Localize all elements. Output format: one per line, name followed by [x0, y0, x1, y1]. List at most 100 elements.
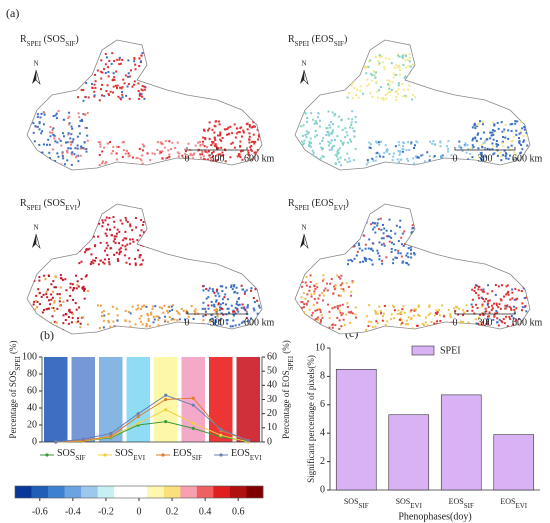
map-pixel	[374, 310, 377, 313]
map-pixel	[459, 324, 462, 327]
map-pixel	[414, 238, 417, 241]
map-pixel	[62, 314, 65, 317]
map-pixel	[521, 309, 524, 312]
map-pixel	[308, 154, 311, 157]
map-pixel	[304, 281, 307, 284]
map-pixel	[108, 261, 111, 264]
map-pixel	[193, 164, 196, 167]
map-pixel	[495, 145, 498, 148]
map-pixel	[367, 325, 370, 328]
map-pixel	[41, 130, 44, 133]
map-pixel	[520, 143, 523, 146]
map-pixel	[343, 324, 346, 327]
map-pixel	[305, 316, 308, 319]
map-pixel	[378, 258, 381, 261]
map-pixel	[52, 280, 55, 283]
map-pixel	[143, 145, 146, 148]
map-pixel	[98, 153, 101, 156]
north-arrow	[35, 69, 41, 86]
map-pixel	[218, 134, 221, 137]
map-pixel	[248, 154, 251, 157]
map-pixel	[511, 288, 514, 291]
map-pixel	[494, 312, 497, 315]
map-pixel	[505, 285, 508, 288]
map-pixel	[243, 290, 246, 293]
map-pixel	[433, 314, 436, 317]
map-pixel	[439, 141, 442, 144]
map-pixel	[92, 235, 95, 238]
scale-bar	[186, 311, 248, 315]
map-pixel	[70, 133, 73, 136]
map-pixel	[126, 243, 129, 246]
map-pixel	[118, 63, 121, 66]
map-pixel	[107, 142, 110, 145]
map-pixel	[252, 296, 255, 299]
map-pixel	[441, 155, 444, 158]
map-pixel	[502, 145, 505, 148]
map-pixel	[193, 327, 196, 330]
map-pixel	[351, 280, 354, 283]
map-pixel	[497, 285, 500, 288]
map-pixel	[242, 307, 245, 310]
map-pixel	[110, 247, 113, 250]
map-pixel	[351, 312, 354, 315]
map-pixel	[394, 256, 397, 259]
map-pixel	[302, 292, 305, 295]
map-pixel	[113, 238, 116, 241]
scale-label: 0	[185, 317, 190, 328]
map-pixel	[329, 142, 332, 145]
map-pixel	[123, 149, 126, 152]
x-tick-label: EOSEVI	[500, 497, 527, 510]
map-pixel	[412, 157, 415, 160]
map-pixel	[348, 321, 351, 324]
map-pixel	[388, 327, 391, 330]
legend-label: SOSSIF	[57, 448, 86, 461]
map-pixel	[65, 141, 68, 144]
map-pixel	[34, 316, 37, 319]
map-pixel	[380, 228, 383, 231]
map-pixel	[55, 275, 58, 278]
map-pixel	[36, 113, 39, 116]
map-pixel	[195, 163, 198, 166]
map-pixel	[480, 296, 483, 299]
map-pixel	[382, 155, 385, 158]
map-pixel	[331, 326, 334, 329]
map-pixel	[413, 146, 416, 149]
map-pixel	[104, 219, 107, 222]
map-pixel	[386, 235, 389, 238]
map-pixel	[382, 97, 385, 100]
map-pixel	[395, 64, 398, 67]
map-pixel	[194, 308, 197, 311]
map-pixel	[40, 112, 43, 115]
map-pixel	[192, 153, 195, 156]
map-pixel	[304, 297, 307, 300]
map-pixel	[184, 150, 187, 153]
map-pixel	[501, 140, 504, 143]
map-pixel	[454, 305, 457, 308]
map-pixel	[453, 307, 456, 310]
map-pixel	[213, 144, 216, 147]
class-bar	[99, 357, 123, 442]
map-pixel	[495, 139, 498, 142]
map-pixel	[397, 163, 400, 166]
map-pixel	[45, 290, 48, 293]
colorbar-cell	[114, 486, 132, 498]
map-pixel	[69, 141, 72, 144]
map-pixel	[507, 290, 510, 293]
north-arrow	[32, 234, 36, 248]
map-pixel	[217, 292, 220, 295]
map-pixel	[442, 315, 445, 318]
map-pixel	[211, 128, 214, 131]
series-point	[136, 414, 140, 419]
map-pixel	[158, 152, 161, 155]
map-pixel	[153, 153, 156, 156]
map-pixel	[357, 242, 360, 245]
map-pixel	[143, 85, 146, 88]
map-pixel	[48, 143, 51, 146]
map-pixel	[78, 132, 81, 135]
map-pixel	[83, 288, 86, 291]
map-pixel	[378, 62, 381, 65]
map-pixel	[152, 321, 155, 324]
map-pixel	[121, 244, 124, 247]
panel-label: (b)	[40, 328, 54, 342]
